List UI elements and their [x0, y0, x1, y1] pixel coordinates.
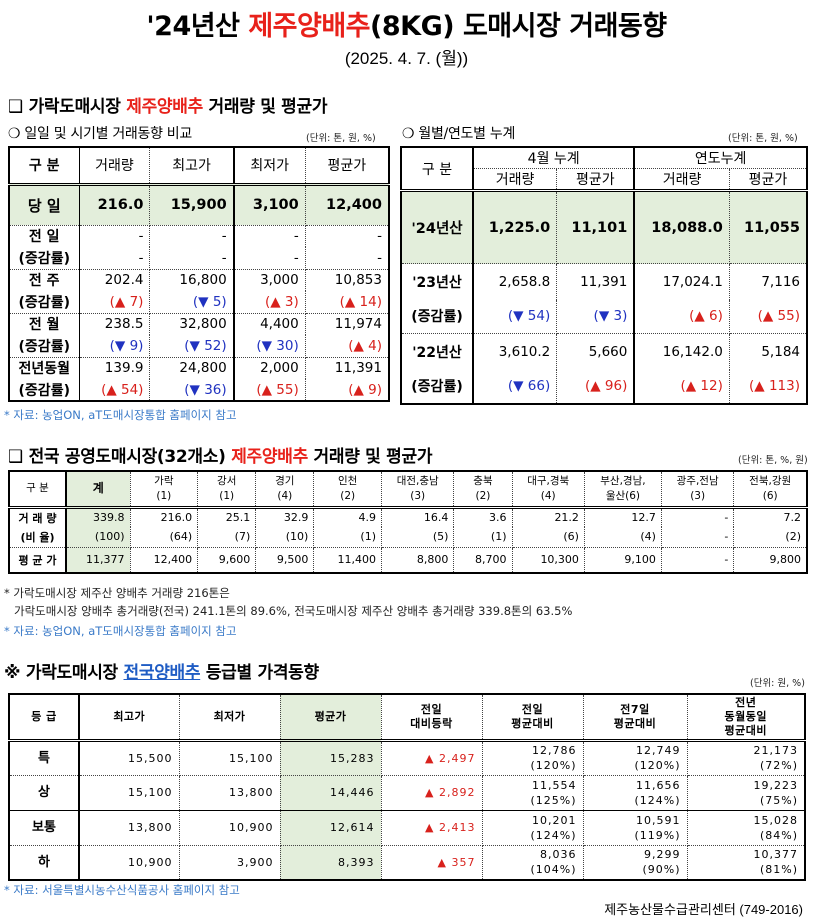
section3-source-note: * 자료: 서울특별시농수산식품공사 홈페이지 참고 — [4, 883, 240, 897]
table-row-change: (증감률) (▼ 54) (▼ 3) (▲ 6) (▲ 55) — [400, 299, 808, 334]
section3-title: ※ 가락도매시장 전국양배추 등급별 가격동향 — [4, 663, 319, 683]
cumulative-unit: (단위: 톤, 원, %) — [728, 133, 798, 144]
table-row-change: (증감률) (▼ 9) (▼ 52) (▼ 30) (▲ 4) — [8, 335, 390, 358]
table-row: '23년산 2,658.8 11,391 17,024.1 7,116 — [400, 263, 808, 300]
group-header-year: 연도누계 — [633, 146, 808, 169]
col-header: 거래량 — [78, 146, 151, 185]
reference-mark-icon: ※ — [4, 663, 21, 683]
table-row: 전 월 238.5 32,800 4,400 11,974 — [8, 312, 390, 335]
table-row-price: 평 균 가 11,377 12,400 9,600 9,500 11,400 8… — [8, 546, 808, 574]
table-row-24: '24년산 1,225.0 11,101 18,088.0 11,055 — [400, 189, 808, 264]
table-header-row: 구 분 4월 누계 연도누계 — [400, 146, 808, 191]
table-row-today: 당 일 216.0 15,900 3,100 12,400 — [8, 182, 390, 226]
cumulative-table: 구 분 4월 누계 연도누계 거래량 평균가 거래량 평균가 '24년산 1,2… — [400, 146, 808, 405]
daily-unit: (단위: 톤, 원, %) — [306, 133, 376, 144]
col-header: 최고가 — [149, 146, 235, 185]
table-row: 전 주 202.4 16,800 3,000 10,853 — [8, 268, 390, 291]
title-highlight: 제주양배추 — [248, 11, 371, 42]
table-row-change: (증감률) (▼ 66) (▲ 96) (▲ 12) (▲ 113) — [400, 369, 808, 404]
table-header-row: 구 분 거래량 최고가 최저가 평균가 — [8, 146, 390, 185]
table-row-change: (증감률) (▲ 7) (▼ 5) (▲ 3) (▲ 14) — [8, 291, 390, 314]
table-row-grade: 특 15,500 15,100 15,283 ▲ 2,497 12,786 (12… — [8, 738, 806, 776]
section3-unit: (단위: 원, %) — [750, 678, 805, 689]
table-row-grade: 상 15,100 13,800 14,446 ▲ 2,892 11,554 (12… — [8, 774, 806, 811]
report-date: (2025. 4. 7. (월)) — [344, 49, 469, 68]
daily-comparison-table: 구 분 거래량 최고가 최저가 평균가 당 일 216.0 15,900 3,1… — [8, 146, 390, 402]
table-row-change: (증감률) - - - - — [8, 247, 390, 270]
checkbox-bullet-icon: ❑ — [8, 447, 23, 467]
daily-subtitle: ❍ 일일 및 시기별 거래동향 비교 — [8, 126, 192, 142]
section2-source-note: * 자료: 농업ON, aT도매시장통합 홈페이지 참고 — [4, 624, 237, 638]
footer-contact: 제주농산물수급관리센터 (749-2016) — [604, 902, 803, 917]
page-title: '24년산 제주양배추(8KG) 도매시장 거래동향 — [146, 11, 667, 42]
section2-note-line1: * 가락도매시장 제주산 양배추 거래량 216톤은 — [4, 586, 230, 600]
cumulative-subtitle: ❍ 월별/연도별 누계 — [402, 126, 516, 142]
table-row: 전 일 - - - - — [8, 224, 390, 247]
col-header: 구 분 — [8, 146, 80, 185]
group-header-april: 4월 누계 — [472, 146, 635, 169]
col-header: 최저가 — [232, 146, 306, 185]
table-row: '22년산 3,610.2 5,660 16,142.0 5,184 — [400, 333, 808, 370]
table-row-grade: 보통 13,800 10,900 12,614 ▲ 2,413 10,201 (1… — [8, 809, 806, 846]
section2-unit: (단위: 톤, %, 원) — [738, 455, 808, 466]
section2-title: ❑ 전국 공영도매시장(32개소) 제주양배추 거래량 및 평균가 — [8, 447, 433, 467]
section2-note-line2: 가락도매시장 양배추 총거래량(전국) 241.1톤의 89.6%, 전국도매시… — [14, 604, 573, 618]
table-row-volume: 거 래 량 339.8 216.0 25.1 32.9 4.9 16.4 3.6… — [8, 505, 808, 527]
table-header-row: 등 급 최고가 최저가 평균가 전일 대비등락 전일 평균대비 전7일 평균대비 전년… — [8, 693, 806, 741]
table-row-change: (증감률) (▲ 54) (▼ 36) (▲ 55) (▲ 9) — [8, 379, 390, 402]
grade-price-table: 등 급 최고가 최저가 평균가 전일 대비등락 전일 평균대비 전7일 평균대비 전년… — [8, 693, 806, 881]
section1-source-note: * 자료: 농업ON, aT도매시장통합 홈페이지 참고 — [4, 408, 237, 422]
national-market-table: 구 분 계 가락 (1) 강서 (1) 경기 (4) 인천 (2) 대전,충남 (3) 충… — [8, 470, 808, 574]
table-row-grade: 하 10,900 3,900 8,393 ▲ 357 8,036 (104%) 9… — [8, 844, 806, 881]
table-row: 전년동월 139.9 24,800 2,000 11,391 — [8, 356, 390, 379]
section1-title: ❑ 가락도매시장 제주양배추 거래량 및 평균가 — [8, 97, 328, 117]
checkbox-bullet-icon: ❑ — [8, 97, 23, 117]
table-header-row: 구 분 계 가락 (1) 강서 (1) 경기 (4) 인천 (2) 대전,충남 (3) 충… — [8, 470, 808, 508]
table-row-ratio: (비 율) (100) (64) (7) (10) (1) (5) (1) (6… — [8, 527, 808, 548]
col-header: 평균가 — [304, 146, 390, 185]
